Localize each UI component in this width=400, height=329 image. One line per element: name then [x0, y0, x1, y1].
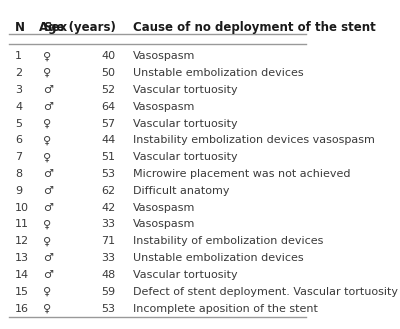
Text: 1: 1: [15, 51, 22, 61]
Text: 59: 59: [102, 287, 116, 297]
Text: Incomplete aposition of the stent: Incomplete aposition of the stent: [133, 304, 318, 314]
Text: 3: 3: [15, 85, 22, 95]
Text: 8: 8: [15, 169, 22, 179]
Text: 11: 11: [15, 219, 29, 230]
Text: Age (years): Age (years): [39, 21, 116, 34]
Text: 33: 33: [102, 219, 116, 230]
Text: 13: 13: [15, 253, 29, 263]
Text: ♀: ♀: [43, 118, 51, 129]
Text: ♀: ♀: [43, 51, 51, 61]
Text: Instability embolization devices vasospasm: Instability embolization devices vasospa…: [133, 136, 374, 145]
Text: ♀: ♀: [43, 219, 51, 230]
Text: Microwire placement was not achieved: Microwire placement was not achieved: [133, 169, 350, 179]
Text: 15: 15: [15, 287, 29, 297]
Text: Vascular tortuosity: Vascular tortuosity: [133, 85, 237, 95]
Text: 6: 6: [15, 136, 22, 145]
Text: Difficult anatomy: Difficult anatomy: [133, 186, 229, 196]
Text: Vascular tortuosity: Vascular tortuosity: [133, 118, 237, 129]
Text: Unstable embolization devices: Unstable embolization devices: [133, 253, 303, 263]
Text: ♂: ♂: [43, 85, 53, 95]
Text: 57: 57: [102, 118, 116, 129]
Text: Cause of no deployment of the stent: Cause of no deployment of the stent: [133, 21, 376, 34]
Text: 52: 52: [102, 85, 116, 95]
Text: Instability of embolization devices: Instability of embolization devices: [133, 236, 323, 246]
Text: 42: 42: [102, 203, 116, 213]
Text: ♀: ♀: [43, 236, 51, 246]
Text: ♂: ♂: [43, 253, 53, 263]
Text: 16: 16: [15, 304, 29, 314]
Text: 71: 71: [102, 236, 116, 246]
Text: 50: 50: [102, 68, 116, 78]
Text: ♀: ♀: [43, 136, 51, 145]
Text: N: N: [15, 21, 25, 34]
Text: ♂: ♂: [43, 102, 53, 112]
Text: ♀: ♀: [43, 152, 51, 162]
Text: 48: 48: [102, 270, 116, 280]
Text: Sex: Sex: [43, 21, 67, 34]
Text: Vasospasm: Vasospasm: [133, 203, 195, 213]
Text: ♀: ♀: [43, 68, 51, 78]
Text: 12: 12: [15, 236, 29, 246]
Text: Vasospasm: Vasospasm: [133, 51, 195, 61]
Text: 53: 53: [102, 169, 116, 179]
Text: 10: 10: [15, 203, 29, 213]
Text: 64: 64: [102, 102, 116, 112]
Text: ♂: ♂: [43, 169, 53, 179]
Text: 5: 5: [15, 118, 22, 129]
Text: Vascular tortuosity: Vascular tortuosity: [133, 152, 237, 162]
Text: 9: 9: [15, 186, 22, 196]
Text: 7: 7: [15, 152, 22, 162]
Text: 62: 62: [102, 186, 116, 196]
Text: 53: 53: [102, 304, 116, 314]
Text: 44: 44: [102, 136, 116, 145]
Text: ♂: ♂: [43, 186, 53, 196]
Text: Vasospasm: Vasospasm: [133, 219, 195, 230]
Text: Vascular tortuosity: Vascular tortuosity: [133, 270, 237, 280]
Text: ♀: ♀: [43, 287, 51, 297]
Text: 2: 2: [15, 68, 22, 78]
Text: 14: 14: [15, 270, 29, 280]
Text: 51: 51: [102, 152, 116, 162]
Text: ♂: ♂: [43, 203, 53, 213]
Text: ♂: ♂: [43, 270, 53, 280]
Text: Unstable embolization devices: Unstable embolization devices: [133, 68, 303, 78]
Text: 4: 4: [15, 102, 22, 112]
Text: Defect of stent deployment. Vascular tortuosity: Defect of stent deployment. Vascular tor…: [133, 287, 398, 297]
Text: ♀: ♀: [43, 304, 51, 314]
Text: 40: 40: [102, 51, 116, 61]
Text: Vasospasm: Vasospasm: [133, 102, 195, 112]
Text: 33: 33: [102, 253, 116, 263]
